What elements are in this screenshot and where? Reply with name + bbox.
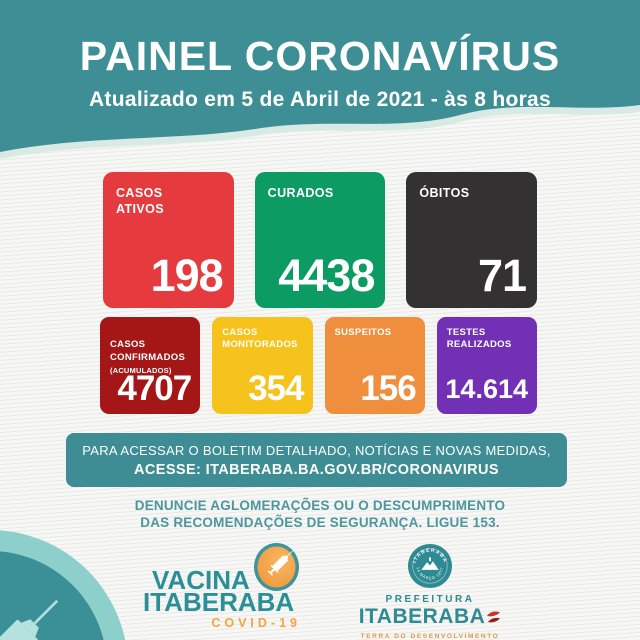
syringe-icon — [0, 599, 59, 640]
stat-value: 4707 — [117, 369, 192, 408]
stat-card-testes-realizados: TESTES REALIZADOS 14.614 — [436, 317, 537, 414]
stat-value: 14.614 — [445, 374, 528, 404]
stat-card-casos-confirmados: CASOS CONFIRMADOS (ACUMULADOS) 4707 — [100, 317, 201, 414]
stat-label: CASOS CONFIRMADOS — [110, 339, 186, 363]
header-wave-background — [0, 0, 640, 159]
stat-label: TESTES REALIZADOS — [446, 327, 512, 351]
vacina-badge-icon — [254, 543, 299, 591]
prefeitura-slogan: TERRA DO DESENVOLVIMENTO — [360, 633, 500, 640]
stat-value: 354 — [248, 369, 304, 408]
banner-line1: PARA ACESSAR O BOLETIM DETALHADO, NOTÍCI… — [82, 442, 551, 458]
primary-stats-row: CASOS ATIVOS 198 CURADOS 4438 ÓBITOS 71 — [103, 172, 538, 308]
stat-card-curados: CURADOS 4438 — [254, 172, 386, 308]
notice-line1: DENUNCIE AGLOMERAÇÕES OU O DESCUMPRIMENT… — [134, 498, 506, 513]
page-subtitle: Atualizado em 5 de Abril de 2021 - às 8 … — [88, 88, 552, 111]
stat-label: ÓBITOS — [419, 186, 470, 200]
stat-card-casos-ativos: CASOS ATIVOS 198 — [103, 172, 234, 308]
notice-line2: DAS RECOMENDAÇÕES DE SEGURANÇA. — [140, 515, 427, 530]
prefeitura-itaberaba-logo: ITABERABA 14 MARÇO 1877 PREFEITURA ITABE… — [352, 543, 508, 640]
stat-value: 71 — [477, 250, 527, 301]
red-flower-icon — [487, 611, 501, 623]
stat-value: 156 — [360, 369, 416, 408]
denuncie-notice: DENUNCIE AGLOMERAÇÕES OU O DESCUMPRIMENT… — [0, 497, 640, 531]
stat-card-suspeitos: SUSPEITOS 156 — [324, 317, 425, 414]
stat-label: CASOS MONITORADOS — [222, 327, 298, 351]
banner-url: ACESSE: ITABERABA.BA.GOV.BR/CORONAVIRUS — [134, 461, 499, 478]
secondary-stats-row: CASOS CONFIRMADOS (ACUMULADOS) 4707 CASO… — [100, 317, 537, 414]
seal-mountains-icon — [421, 561, 439, 570]
vacina-logo-covid19: COVID-19 — [211, 616, 301, 630]
notice-phone: LIGUE 153. — [426, 515, 500, 530]
syringe-icon — [267, 550, 293, 576]
prefeitura-city-name: ITABERABA — [358, 605, 486, 628]
stat-sublabel: (ACUMULADOS) — [110, 366, 172, 376]
vacina-itaberaba-logo: VACINA ITABERABA COVID-19 — [143, 565, 301, 630]
stat-value: 4438 — [278, 250, 375, 301]
vacina-logo-line2: ITABERABA — [143, 587, 295, 617]
prefeitura-seal-icon: ITABERABA 14 MARÇO 1877 — [407, 543, 453, 589]
prefeitura-label: PREFEITURA — [385, 594, 475, 605]
stat-value: 198 — [150, 250, 224, 301]
stat-card-obitos: ÓBITOS 71 — [406, 172, 538, 308]
page-title: PAINEL CORONAVÍRUS — [79, 33, 561, 79]
stat-label: SUSPEITOS — [334, 327, 392, 338]
bulletin-banner: PARA ACESSAR O BOLETIM DETALHADO, NOTÍCI… — [66, 433, 567, 487]
syringe-circle-logo — [0, 530, 126, 640]
stat-label: CURADOS — [267, 186, 334, 200]
stat-card-casos-monitorados: CASOS MONITORADOS 354 — [212, 317, 313, 414]
stat-label: CASOS ATIVOS — [116, 186, 165, 217]
vacina-logo-line1: VACINA — [152, 565, 250, 595]
